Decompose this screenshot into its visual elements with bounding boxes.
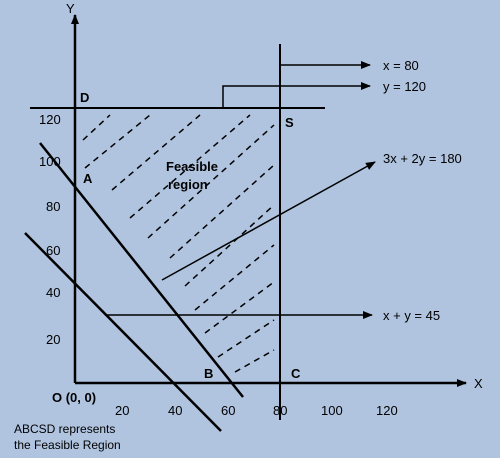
hatch-line: [234, 349, 275, 373]
hatch-line: [169, 164, 275, 259]
callout-3x-2y-arrow: [161, 161, 376, 281]
hatch-line: [204, 281, 275, 334]
region-label-line2: region: [168, 177, 208, 192]
hatch-line: [111, 114, 201, 191]
y-tick-80: 80: [46, 199, 60, 214]
x-tick-40: 40: [168, 403, 182, 418]
caption-line2: the Feasible Region: [14, 438, 121, 452]
y-tick-100: 100: [39, 154, 61, 169]
hatch-line: [82, 114, 111, 141]
hatch-line: [84, 114, 151, 169]
y-axis-label: Y: [66, 1, 75, 16]
y-tick-40: 40: [46, 285, 60, 300]
x-tick-20: 20: [115, 403, 129, 418]
point-d: D: [80, 90, 89, 105]
callout-y-120-arrow: [222, 82, 371, 108]
label-y-120: y = 120: [383, 79, 426, 94]
origin-label: O (0, 0): [52, 390, 96, 405]
point-s: S: [285, 115, 294, 130]
x-tick-100: 100: [321, 403, 343, 418]
x-tick-120: 120: [376, 403, 398, 418]
y-tick-120: 120: [39, 112, 61, 127]
y-tick-60: 60: [46, 243, 60, 258]
point-c: C: [291, 366, 301, 381]
x-tick-60: 60: [221, 403, 235, 418]
region-label-line1: Feasible: [166, 159, 218, 174]
caption-line1: ABCSD represents: [14, 422, 115, 436]
hatch-line: [217, 319, 275, 358]
x-axis-label: X: [474, 376, 483, 391]
feasible-region-hatching: [82, 114, 275, 373]
line-x-y-45: [24, 232, 222, 432]
point-b: B: [204, 366, 213, 381]
label-x-y-45: x + y = 45: [383, 308, 440, 323]
y-tick-20: 20: [46, 332, 60, 347]
hatch-line: [129, 114, 251, 219]
point-a: A: [83, 171, 93, 186]
label-3x-2y-180: 3x + 2y = 180: [383, 151, 462, 166]
hatch-line: [184, 204, 275, 287]
label-x-80: x = 80: [383, 58, 419, 73]
line-3x-2y-180: [39, 142, 244, 398]
